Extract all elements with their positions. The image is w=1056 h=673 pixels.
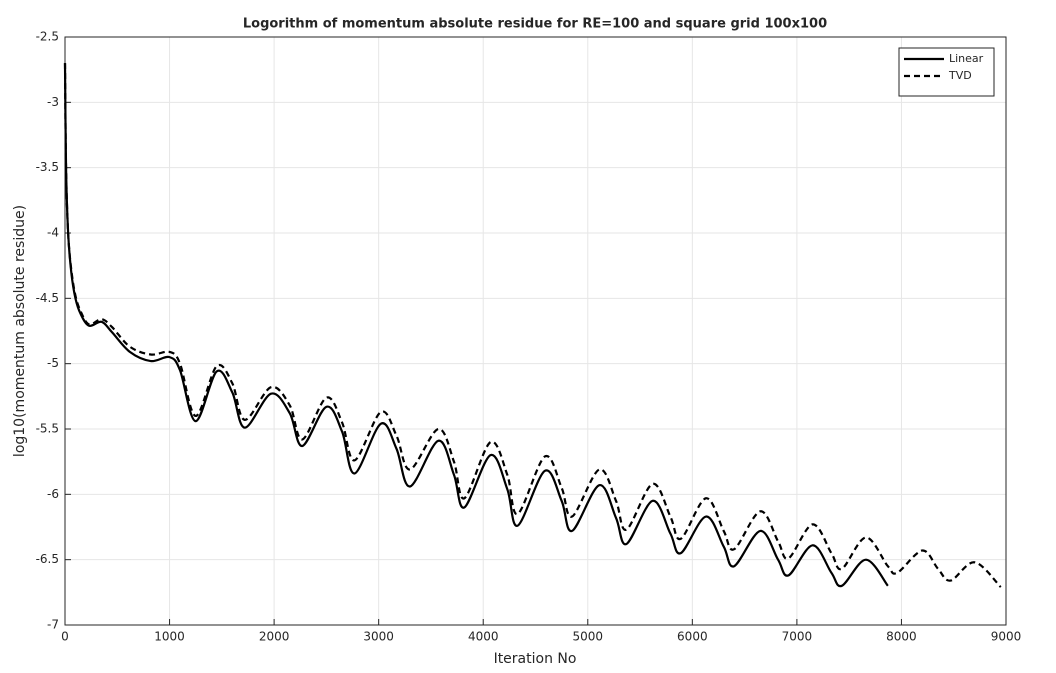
y-tick-label: -2.5 [36,30,59,44]
plot-frame [64,36,1007,626]
y-tick-label: -5.5 [36,422,59,436]
y-tick-label: -7 [47,618,59,632]
x-tick-label: 4000 [468,630,499,644]
y-tick-label: -6.5 [36,552,59,566]
x-tick-label: 1000 [154,630,185,644]
y-tick-label: -3 [47,95,59,109]
y-tick-label: -3.5 [36,160,59,174]
legend-label: Linear [949,52,984,65]
y-tick-label: -4 [47,226,59,240]
x-tick-label: 3000 [363,630,394,644]
y-tick-label: -5 [47,356,59,370]
y-tick-label: -6 [47,487,59,501]
line [63,63,889,588]
x-tick-label: 5000 [573,630,604,644]
x-tick-label: 9000 [991,630,1022,644]
legend-box [898,47,995,97]
y-tick-label: -4.5 [36,291,59,305]
x-tick-label: 8000 [886,630,917,644]
x-tick-label: 7000 [782,630,813,644]
x-tick-label: 0 [61,630,69,644]
x-tick-label: 2000 [259,630,290,644]
y-axis-label: log10(momentum absolute residue) [12,205,28,457]
legend-label: TVD [948,69,972,82]
x-tick-label: 6000 [677,630,708,644]
x-axis-label: Iteration No [494,651,577,667]
chart-title: Logorithm of momentum absolute residue f… [243,17,827,32]
line [63,63,1002,588]
